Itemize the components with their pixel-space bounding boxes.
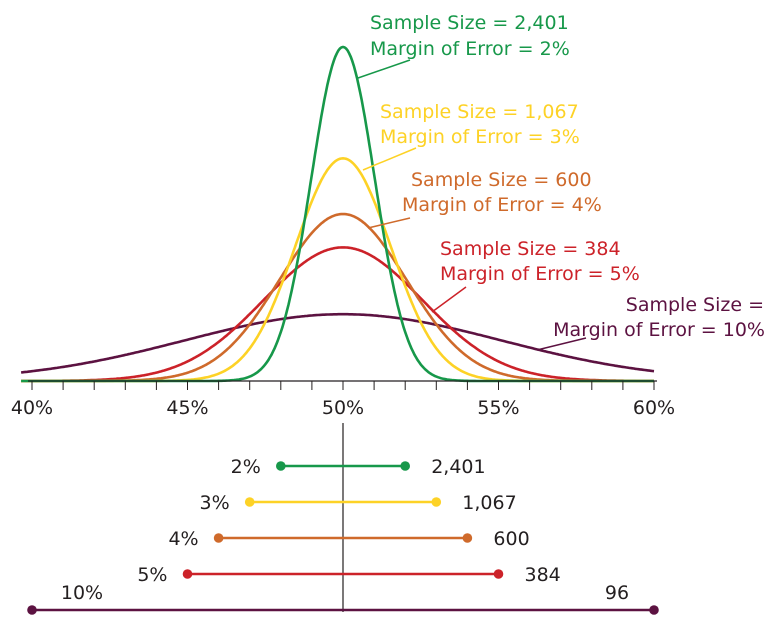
interval-endpoint bbox=[27, 605, 37, 615]
sample-size-value: 600 bbox=[493, 528, 529, 550]
x-axis: 40% 45% 50% 55% 60% bbox=[11, 380, 675, 419]
interval-endpoint bbox=[400, 461, 411, 471]
margin-of-error-label: Margin of Error = 4% bbox=[402, 194, 602, 216]
interval-bars: 2% 2,401 3% 1,067 4% 600 5% 384 10% 96 bbox=[27, 423, 659, 615]
margin-of-error-label: Margin of Error = 5% bbox=[440, 263, 640, 285]
leader-line bbox=[362, 147, 417, 171]
curve-moe-5 bbox=[21, 246, 654, 383]
interval-endpoint bbox=[431, 497, 442, 507]
x-tick-label: 40% bbox=[11, 397, 53, 419]
interval-endpoint bbox=[213, 533, 224, 543]
margin-of-error-label: Margin of Error = 2% bbox=[370, 38, 570, 60]
leader-line bbox=[357, 59, 411, 79]
interval-endpoint bbox=[182, 569, 193, 579]
interval-endpoint bbox=[244, 497, 255, 507]
margin-of-error-label: Margin of Error = 3% bbox=[380, 126, 580, 148]
sample-size-label: Sample Size = 600 bbox=[411, 169, 592, 191]
margin-label: 3% bbox=[200, 492, 230, 514]
interval-endpoint bbox=[276, 461, 286, 471]
interval-endpoint bbox=[462, 533, 473, 543]
leader-line bbox=[367, 217, 411, 229]
annotations: Sample Size = 2,401 Margin of Error = 2% S… bbox=[357, 12, 768, 351]
margin-label: 2% bbox=[231, 456, 261, 478]
leader-line bbox=[536, 337, 587, 351]
sample-size-value: 384 bbox=[525, 564, 561, 586]
x-tick-label: 55% bbox=[477, 397, 519, 419]
sample-size-value: 2,401 bbox=[431, 456, 485, 478]
sample-size-label: Sample Size = 96 bbox=[626, 294, 768, 316]
margin-label: 10% bbox=[61, 582, 103, 604]
margin-label: 4% bbox=[168, 528, 198, 550]
sample-size-label: Sample Size = 1,067 bbox=[380, 101, 579, 123]
margin-of-error-label: Margin of Error = 10% bbox=[553, 319, 765, 341]
sample-size-value: 1,067 bbox=[462, 492, 516, 514]
sample-size-value: 96 bbox=[605, 582, 629, 604]
x-tick-label: 50% bbox=[322, 397, 364, 419]
margin-label: 5% bbox=[137, 564, 167, 586]
x-tick-label: 60% bbox=[633, 397, 675, 419]
interval-endpoint bbox=[649, 605, 659, 615]
interval-endpoint bbox=[493, 569, 504, 579]
sample-size-label: Sample Size = 2,401 bbox=[370, 12, 569, 34]
leader-line bbox=[431, 286, 467, 313]
x-tick-label: 45% bbox=[166, 397, 208, 419]
curve-moe-10 bbox=[20, 312, 655, 374]
sample-size-label: Sample Size = 384 bbox=[440, 238, 621, 260]
